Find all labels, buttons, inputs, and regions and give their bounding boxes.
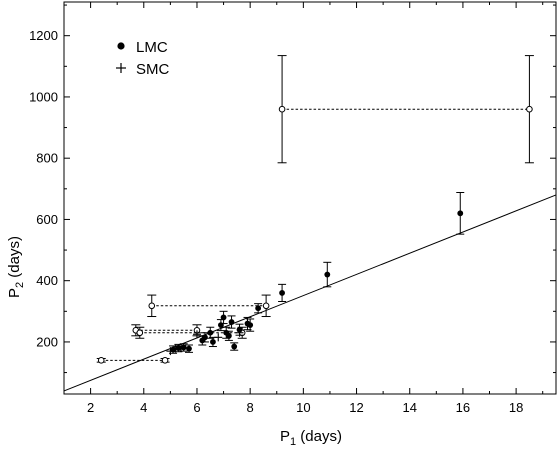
y-tick-label: 1000 [29, 89, 58, 104]
lmc-point [225, 332, 232, 339]
lmc-point [457, 210, 464, 217]
legend-smc-marker [116, 63, 126, 73]
fit-line [63, 194, 557, 392]
lmc-point [186, 345, 192, 352]
y-axis-label: P2 (days) [6, 236, 26, 298]
open-point [136, 329, 144, 337]
y-tick-label: 1200 [29, 28, 58, 43]
smc-series [166, 328, 244, 356]
x-tick-label: 18 [509, 400, 523, 415]
x-tick-label: 12 [349, 400, 363, 415]
open-point [278, 105, 286, 113]
lmc-point [228, 319, 235, 325]
legend: LMC SMC [116, 39, 170, 78]
y-tick-label: 200 [36, 334, 58, 349]
lmc-point [210, 339, 216, 345]
lmc-point [207, 329, 214, 336]
plot-frame [63, 1, 557, 395]
legend-lmc-label: LMC [136, 39, 168, 56]
lmc-point [220, 314, 227, 321]
smc-point [235, 328, 244, 337]
open-point [97, 357, 105, 364]
smc-point [166, 347, 175, 356]
legend-smc-label: SMC [136, 61, 170, 78]
y-tick-label: 600 [36, 212, 58, 227]
open-point [262, 302, 270, 310]
lmc-point [279, 290, 285, 296]
open-point [526, 105, 533, 113]
x-tick-label: 14 [402, 400, 416, 415]
x-tick-label: 4 [140, 400, 147, 415]
x-axis-label: P1 (days) [280, 428, 342, 448]
x-tick-label: 10 [296, 400, 310, 415]
paired-points-group [96, 55, 534, 364]
fit-line-group [63, 194, 557, 392]
y-tick-label: 800 [36, 151, 58, 166]
lmc-point [202, 334, 208, 341]
lmc-point [180, 344, 187, 351]
y-tick-label: 400 [36, 273, 58, 288]
axis-ticks: 2 4 6 8 10 12 14 16 18 200 400 600 800 1000 1200 [29, 2, 556, 415]
smc-point [171, 344, 180, 353]
x-tick-label: 6 [193, 400, 200, 415]
x-tick-label: 16 [456, 400, 470, 415]
lmc-point [255, 305, 262, 312]
lmc-point [231, 343, 238, 350]
x-tick-label: 2 [87, 400, 94, 415]
open-point [161, 357, 169, 364]
smc-point [177, 344, 186, 353]
lmc-point [247, 322, 254, 328]
smc-point [192, 330, 201, 339]
lmc-series [169, 191, 465, 354]
legend-lmc-marker [117, 42, 125, 50]
lmc-point [324, 271, 331, 278]
x-tick-label: 8 [247, 400, 254, 415]
open-point [148, 302, 156, 310]
smc-point [214, 333, 223, 342]
